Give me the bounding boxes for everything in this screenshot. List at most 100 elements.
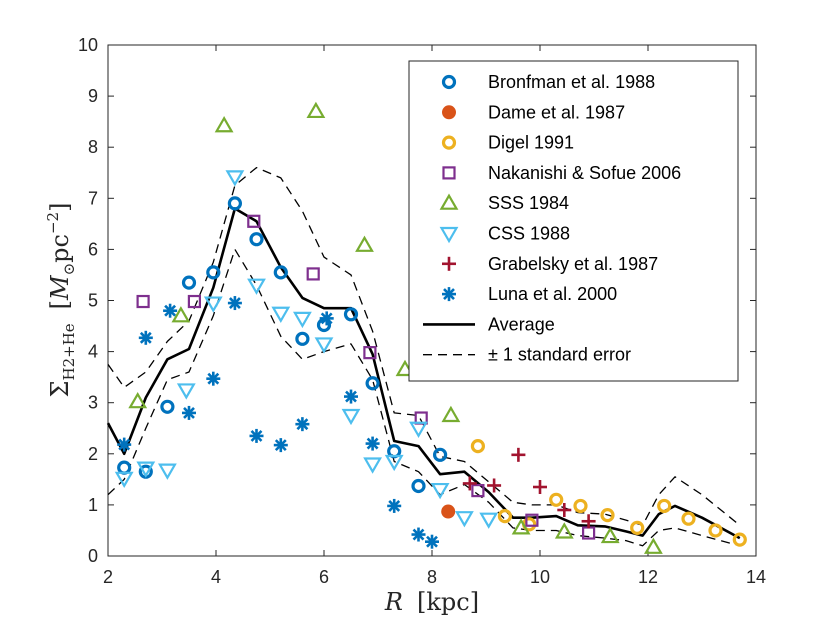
data-point [292, 311, 312, 329]
data-point [462, 476, 477, 491]
data-point [471, 483, 485, 498]
y-tick-label: 5 [88, 291, 98, 311]
legend: Bronfman et al. 1988 Dame et al. 1987 Dige… [408, 60, 739, 382]
y-axis-label-unit-close: ] [46, 203, 74, 212]
legend-label: Grabelsky et al. 1987 [488, 254, 658, 274]
data-point [708, 523, 723, 538]
x-tick-label: 14 [746, 567, 766, 587]
legend-label: Bronfman et al. 1988 [488, 72, 655, 92]
x-tick-label: 8 [427, 567, 437, 587]
data-point [554, 522, 574, 539]
data-point [182, 405, 196, 420]
x-tick-label: 2 [103, 567, 113, 587]
data-point [525, 513, 539, 527]
data-point [365, 436, 380, 451]
y-tick-label: 9 [88, 86, 98, 106]
y-axis-label-unit-m: M [46, 274, 74, 301]
legend-marker [442, 105, 456, 120]
y-axis-label-unit-pc: pc [46, 234, 74, 263]
data-point [549, 492, 564, 507]
data-point [365, 376, 380, 391]
x-tick-label: 4 [211, 567, 221, 587]
line-series [106, 166, 741, 547]
y-tick-label: 10 [78, 35, 98, 55]
data-point [306, 101, 326, 119]
data-point [600, 526, 620, 544]
data-point [176, 383, 196, 400]
data-point [425, 534, 439, 549]
data-point [136, 294, 150, 309]
y-tick-label: 4 [88, 342, 98, 362]
data-point [117, 437, 132, 452]
legend-marker [439, 226, 459, 244]
legend-marker [442, 256, 456, 271]
data-point [271, 306, 291, 323]
legend-marker [441, 135, 457, 150]
data-point [206, 371, 221, 386]
y-axis-label-unit-exp: −2 [44, 212, 62, 234]
y-tick-label: 7 [88, 188, 98, 208]
x-tick-label: 6 [319, 567, 329, 587]
legend-marker [441, 74, 457, 90]
data-point [387, 498, 402, 513]
data-point [511, 518, 531, 535]
data-point [343, 307, 359, 322]
legend-label: Digel 1991 [488, 133, 574, 153]
data-point [138, 330, 153, 345]
x-axis-label-unit: [kpc] [417, 588, 479, 616]
data-point [341, 408, 361, 426]
data-point [136, 461, 156, 478]
data-point [247, 278, 266, 295]
y-axis-label-subscript: H2+He [60, 323, 78, 380]
legend-label: Average [488, 314, 555, 334]
legend-label: ± 1 standard error [488, 345, 631, 365]
y-tick-label: 1 [88, 495, 98, 515]
data-point [600, 508, 615, 523]
legend-label: SSS 1984 [488, 193, 569, 213]
data-point [643, 537, 663, 554]
y-tick-label: 3 [88, 393, 98, 413]
y-axis-label-unit-sun: ⊙ [60, 263, 78, 276]
data-point [227, 296, 242, 311]
y-axis-label: ΣH2+He [M⊙pc−2] [44, 203, 78, 398]
y-axis-label-unit-open: [ [46, 300, 74, 309]
y-tick-label: 0 [88, 546, 98, 566]
data-point [295, 331, 310, 346]
scatter-markers [114, 101, 747, 554]
data-point [171, 306, 191, 323]
data-point [657, 498, 672, 514]
data-point [384, 454, 404, 472]
data-point [181, 275, 197, 290]
data-point [114, 471, 134, 489]
data-point [163, 303, 178, 318]
data-point [295, 417, 310, 432]
y-tick-label: 8 [88, 137, 98, 157]
x-tick-label: 12 [638, 567, 658, 587]
data-point [573, 498, 588, 514]
data-point [411, 478, 426, 494]
legend-label: CSS 1988 [488, 224, 570, 244]
x-tick-label: 10 [530, 567, 550, 587]
data-point [454, 511, 474, 528]
data-point [157, 463, 177, 480]
data-point [314, 337, 334, 354]
data-point [160, 399, 175, 414]
data-point [247, 214, 261, 228]
data-point [363, 346, 377, 360]
data-point [273, 265, 288, 280]
data-point [225, 170, 245, 187]
data-point [441, 405, 461, 423]
data-point [409, 421, 428, 438]
std-error-line [107, 248, 740, 547]
legend-label: Dame et al. 1987 [488, 102, 625, 122]
data-point [411, 527, 426, 542]
y-axis-label-sigma: Σ [46, 381, 74, 398]
data-point [187, 294, 201, 309]
data-point [497, 509, 512, 524]
data-point [479, 512, 499, 529]
data-point [681, 511, 696, 526]
x-axis-label: R [kpc] [384, 588, 479, 616]
data-point [344, 389, 358, 404]
